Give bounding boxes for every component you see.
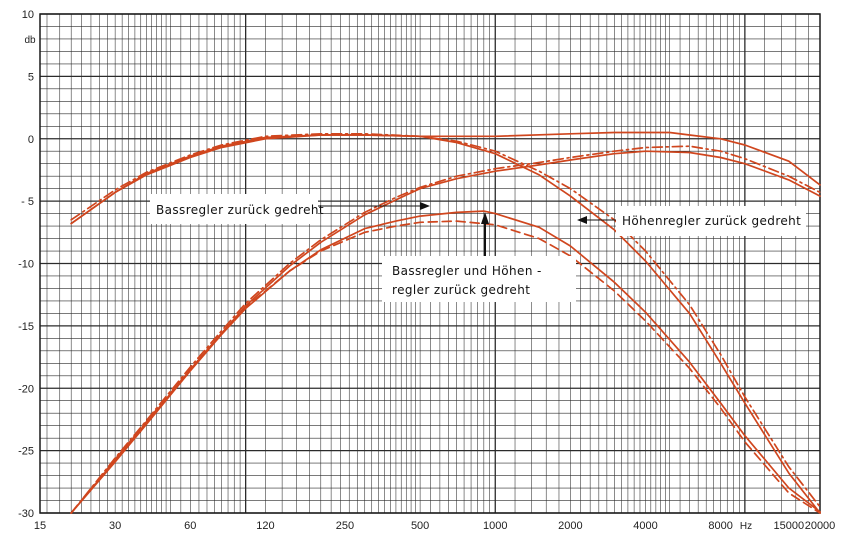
x-tick-label: 60	[184, 520, 196, 532]
y-tick-label: -30	[18, 508, 34, 520]
x-tick-label: 8000	[708, 520, 732, 532]
y-tick-label: -20	[18, 383, 34, 395]
x-tick-label: 250	[336, 520, 354, 532]
y-tick-label: -15	[18, 321, 34, 333]
annotation-treble-text: Höhenregler zurück gedreht	[622, 214, 801, 228]
y-tick-label: -25	[18, 446, 34, 458]
x-tick-label: 15	[34, 520, 46, 532]
x-tick-label: 1000	[483, 520, 507, 532]
y-tick-label: -10	[18, 259, 34, 271]
annotation-treble-arrow	[577, 216, 587, 224]
series-line-3	[71, 135, 820, 513]
x-tick-label: 15000	[774, 520, 805, 532]
x-tick-label: 4000	[633, 520, 657, 532]
y-tick-label: 5	[28, 71, 34, 83]
annotation-both-text-line1: Bassregler und Höhen -	[392, 264, 542, 278]
y-tick-label: - 5	[21, 196, 34, 208]
x-tick-label: 120	[256, 520, 274, 532]
y-tick-label: 10	[22, 9, 34, 21]
annotation-bass-text: Bassregler zurück gedreht	[156, 203, 324, 217]
annotation-bass-arrow	[420, 202, 430, 210]
y-unit-label: db	[24, 35, 36, 46]
annotation-layer: Bassregler zurück gedreht Höhenregler zu…	[150, 194, 806, 302]
series-layer	[71, 133, 820, 514]
x-tick-label: 30	[109, 520, 121, 532]
x-unit-label: Hz	[740, 521, 752, 532]
annotation-both-text-line2: regler zurück gedreht	[392, 283, 530, 297]
x-tick-label: 500	[411, 520, 429, 532]
y-tick-label: 0	[28, 134, 34, 146]
x-tick-label: 20000	[805, 520, 836, 532]
x-tick-label: 2000	[558, 520, 582, 532]
